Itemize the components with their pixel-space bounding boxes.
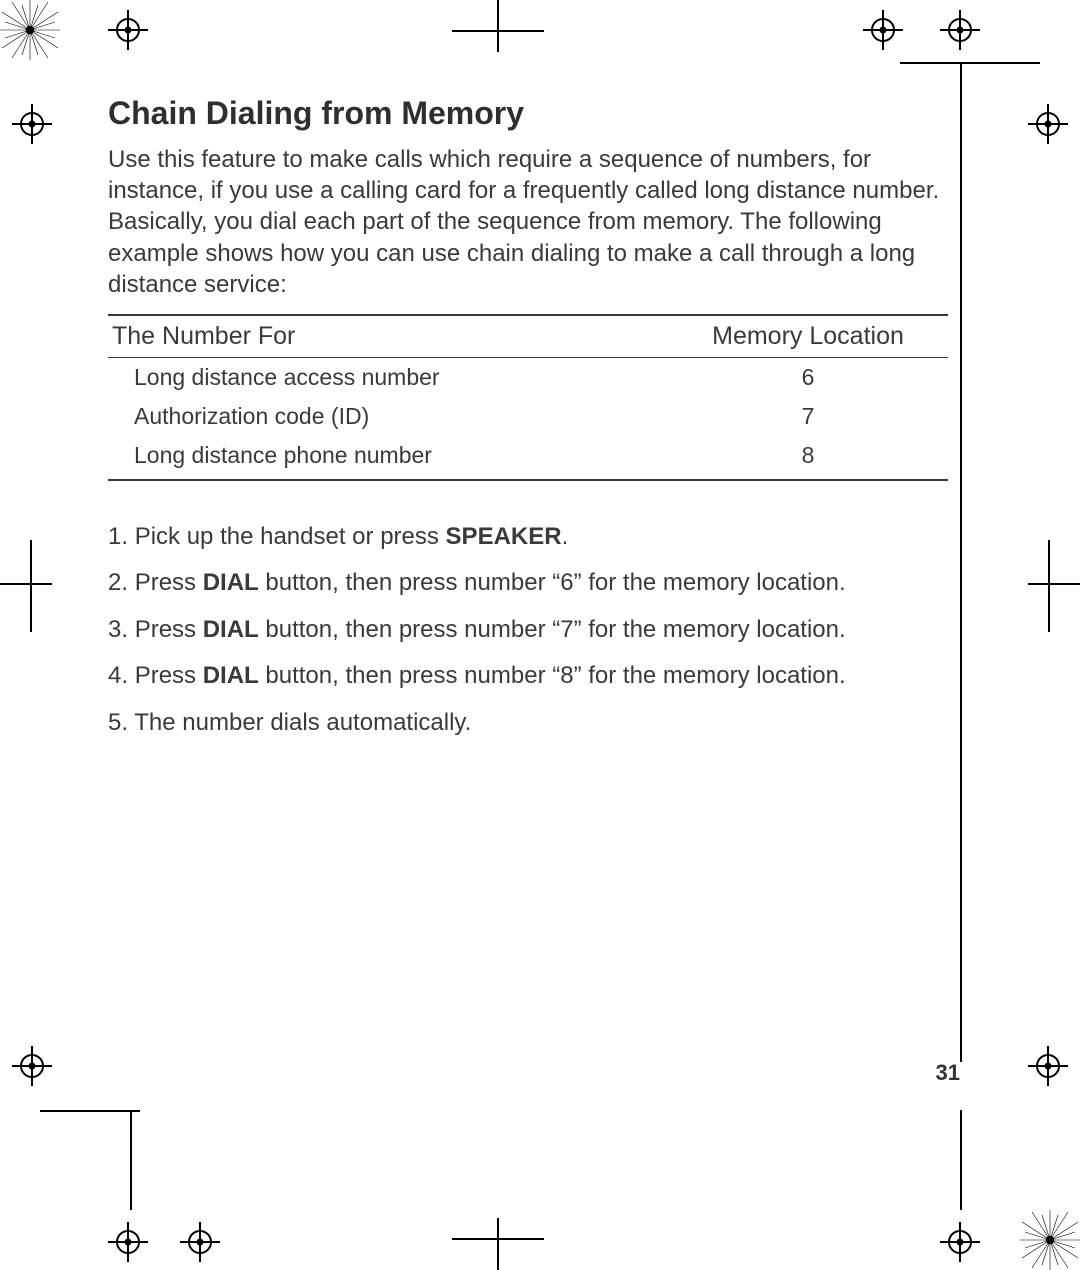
crop-line [30, 540, 32, 632]
table-header-col2: Memory Location [668, 315, 948, 358]
crop-line [1028, 583, 1080, 585]
table-cell-loc: 8 [668, 436, 948, 480]
crop-line [497, 0, 499, 52]
table-cell-label: Authorization code (ID) [108, 397, 668, 436]
instruction-step: Press DIAL button, then press number “6”… [108, 567, 948, 599]
instruction-step: Press DIAL button, then press number “7”… [108, 614, 948, 646]
crop-line [0, 583, 52, 585]
crop-line [960, 1110, 962, 1210]
crop-line [497, 1218, 499, 1270]
regmark-icon [108, 1222, 148, 1262]
regmark-icon [12, 104, 52, 144]
instruction-step: Pick up the handset or press SPEAKER. [108, 521, 948, 553]
table-cell-label: Long distance access number [108, 357, 668, 397]
key-label: DIAL [203, 662, 259, 689]
intro-paragraph: Use this feature to make calls which req… [108, 144, 948, 300]
crop-line [452, 1238, 544, 1240]
instruction-step: Press DIAL button, then press number “8”… [108, 660, 948, 692]
table-cell-loc: 6 [668, 357, 948, 397]
page-content: Chain Dialing from Memory Use this featu… [108, 95, 948, 753]
regmark-icon [1028, 104, 1068, 144]
key-label: DIAL [203, 569, 259, 596]
crop-line [130, 1110, 132, 1210]
crop-line [452, 30, 544, 32]
key-label: DIAL [203, 616, 259, 643]
key-label: SPEAKER [446, 523, 562, 550]
regmark-icon [863, 10, 903, 50]
table-row: Authorization code (ID) 7 [108, 397, 948, 436]
instruction-list: Pick up the handset or press SPEAKER. Pr… [108, 521, 948, 739]
memory-table: The Number For Memory Location Long dist… [108, 314, 948, 481]
regmark-icon [940, 1222, 980, 1262]
table-header-col1: The Number For [108, 315, 668, 358]
table-cell-label: Long distance phone number [108, 436, 668, 480]
table-row: Long distance access number 6 [108, 357, 948, 397]
crop-line [40, 1110, 140, 1112]
instruction-step: The number dials automatically. [108, 707, 948, 739]
crop-line [900, 62, 1040, 64]
crop-line [960, 62, 962, 1062]
page-number: 31 [936, 1060, 960, 1086]
corner-radial-top-left [0, 0, 60, 60]
table-cell-loc: 7 [668, 397, 948, 436]
regmark-icon [1028, 1046, 1068, 1086]
table-row: Long distance phone number 8 [108, 436, 948, 480]
regmark-icon [108, 10, 148, 50]
section-heading: Chain Dialing from Memory [108, 95, 948, 132]
corner-radial-bottom-right [1020, 1210, 1080, 1270]
regmark-icon [12, 1046, 52, 1086]
regmark-icon [940, 10, 980, 50]
regmark-icon [180, 1222, 220, 1262]
crop-line [1048, 540, 1050, 632]
